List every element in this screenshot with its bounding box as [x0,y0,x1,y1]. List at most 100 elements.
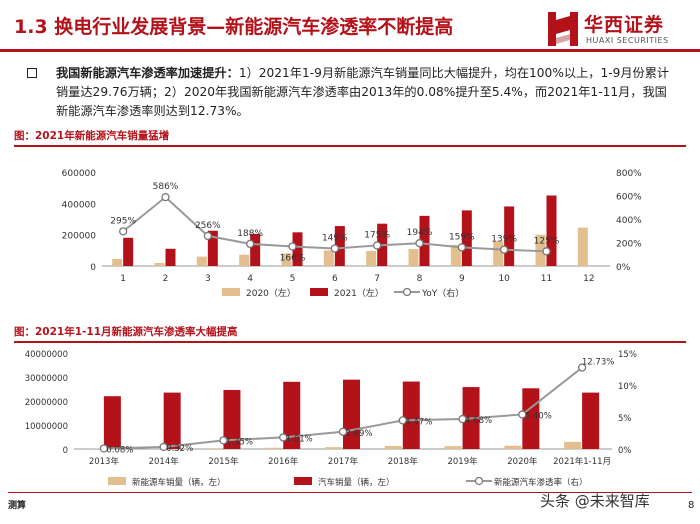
bar-a [444,446,462,449]
line-point [542,247,551,256]
bar-a [564,441,582,449]
chart2-penetration-rate: 0 10000000 20000000 30000000 40000000 0% 5% 10%… [25,350,637,488]
x-tick-label: 3 [205,274,211,284]
x-tick-label: 2015年 [208,456,239,467]
bar-a [577,227,588,266]
bar-a [154,263,165,266]
legend-swatch [310,288,328,296]
legend-marker [474,476,484,486]
bar-b [461,210,472,266]
chart2-title: 图：2021年1-11月新能源汽车渗透率大幅提高 [14,326,238,338]
line-point [500,245,509,254]
bar-a [265,447,283,449]
line-point [288,242,297,251]
data-label: 159% [449,232,475,242]
line-point [458,414,467,424]
data-label: 4.68% [465,416,492,426]
page-number: 8 [688,500,695,511]
legend-label: 汽车销量（辆，左） [318,477,395,488]
bar-b [419,215,430,266]
line-point [577,363,587,372]
data-label: 256% [195,221,221,231]
y-left-tick-label: 0 [90,263,96,273]
bar-b [250,233,261,266]
x-tick-label: 7 [374,274,380,284]
y-right-tick-label: 15% [618,350,637,360]
footer-divider [8,492,692,493]
x-tick-label: 4 [247,274,253,284]
logo-english-name: HUAXI SECURITIES [586,36,669,45]
y-left-tick-label: 200000 [62,232,97,242]
bar-a [323,250,334,266]
line-point [330,244,339,253]
logo-chinese-name: 华西证券 [584,14,665,36]
line-point [219,436,228,445]
x-tick-label: 2017年 [328,456,359,467]
data-label: 125% [534,236,560,246]
data-label: 0.08% [106,445,133,455]
bar-b [292,232,303,266]
bullet-paragraph: 我国新能源汽车渗透率加速提升：1）2021年1-9月新能源汽车销量同比大幅提升，… [27,64,670,121]
legend-label: 新能源车销量（辆，左） [132,477,226,488]
bar-a [366,250,377,266]
bar-b [283,381,301,449]
x-tick-label: 2018年 [388,456,419,467]
bar-a [504,445,522,449]
x-tick-label: 1 [120,274,126,284]
y-right-tick-label: 600% [616,193,642,203]
line-point [373,241,382,250]
data-label: 5.40% [525,411,552,421]
x-tick-label: 2021年1-11月 [553,456,611,467]
data-label: 2.69% [345,429,372,439]
bar-a [112,258,123,266]
legend-label: YoY（右） [421,287,464,299]
bar-a [450,244,461,266]
data-label: 166% [280,253,306,263]
data-label: 194% [407,228,433,238]
line-point [457,243,466,252]
y-right-tick-label: 800% [616,169,642,179]
x-tick-label: 2013年 [89,456,120,467]
x-tick-label: 2 [163,274,169,284]
data-label: 139% [491,235,517,245]
chart1-title: 图：2021年新能源汽车销量猛增 [14,130,170,142]
bar-b [223,389,241,449]
line-point [159,442,168,452]
y-right-tick-label: 10% [618,382,637,392]
legend-label: 2020（左） [246,287,296,299]
line-point [415,239,424,248]
x-tick-label: 9 [459,274,465,284]
bar-a [196,256,207,266]
y-right-tick-label: 5% [618,414,632,424]
bar-a [408,249,419,266]
bar-b [123,237,134,266]
bar-b [504,206,515,266]
line-point [398,416,407,425]
bar-b [334,226,345,266]
x-tick-label: 12 [583,274,594,284]
bar-a [281,253,292,266]
line-point [161,192,170,202]
line-point [119,227,128,236]
bullet-square-icon [27,68,37,78]
legend-swatch [222,288,240,296]
line-point [246,239,255,249]
x-tick-label: 11 [541,274,552,284]
y-right-tick-label: 0% [616,263,631,273]
bullet-body: 1）2021年1-9月新能源汽车销量同比大幅提升，均在100%以上，1-9月份累… [56,66,670,118]
chart1-title-rule [14,145,686,147]
line-point [518,410,527,419]
footer-source: 测算 [8,501,27,511]
page-title: 1.3 换电行业发展背景—新能源汽车渗透率不断提高 [14,16,454,38]
bar-a [325,447,342,449]
data-label: 1.81% [286,434,313,444]
bar-b [103,396,121,449]
x-tick-label: 6 [332,274,338,284]
data-label: 4.47% [405,417,432,427]
y-left-tick-label: 30000000 [25,374,68,384]
line-point [99,444,109,453]
x-tick-label: 2016年 [268,456,299,467]
bar-a [384,445,402,449]
y-right-tick-label: 0% [618,446,632,456]
